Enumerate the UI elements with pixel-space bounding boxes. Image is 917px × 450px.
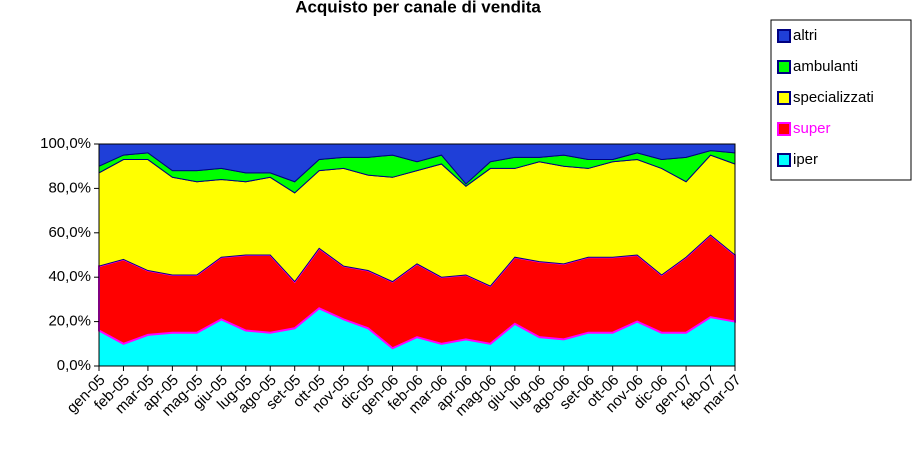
legend-label: super <box>793 120 831 137</box>
y-tick-label: 100,0% <box>40 135 91 152</box>
legend-swatch <box>777 153 791 167</box>
legend-swatch <box>777 91 791 105</box>
legend-swatch <box>777 122 791 136</box>
legend-label: specializzati <box>793 89 874 106</box>
y-tick-label: 40,0% <box>48 268 91 285</box>
legend-label: iper <box>793 151 818 168</box>
legend-label: altri <box>793 27 817 44</box>
legend-swatch <box>777 29 791 43</box>
y-tick-label: 0,0% <box>57 357 91 374</box>
legend-swatch <box>777 60 791 74</box>
legend-label: ambulanti <box>793 58 858 75</box>
chart-title: Acquisto per canale di vendita <box>295 0 541 16</box>
legend-box <box>770 19 912 181</box>
y-tick-label: 80,0% <box>48 179 91 196</box>
y-tick-label: 20,0% <box>48 313 91 330</box>
y-tick-label: 60,0% <box>48 224 91 241</box>
